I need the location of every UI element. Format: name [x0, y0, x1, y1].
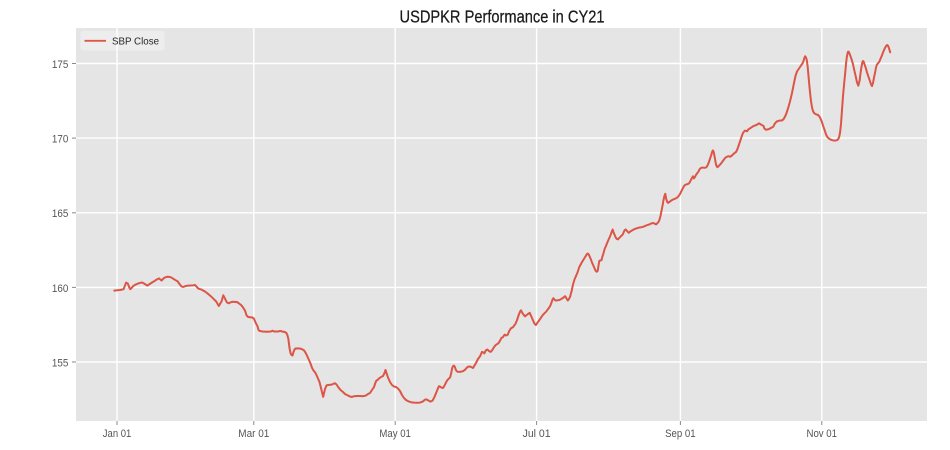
svg-text:Nov 01: Nov 01 — [807, 428, 838, 440]
svg-text:160: 160 — [52, 283, 68, 295]
svg-text:SBP Close: SBP Close — [112, 37, 159, 48]
svg-text:Jan 01: Jan 01 — [103, 428, 132, 440]
svg-text:155: 155 — [52, 357, 68, 369]
svg-text:USDPKR Performance in CY21: USDPKR Performance in CY21 — [400, 7, 605, 27]
svg-text:165: 165 — [52, 208, 68, 220]
svg-text:Jul 01: Jul 01 — [523, 428, 551, 440]
svg-text:175: 175 — [52, 59, 68, 71]
svg-text:Mar 01: Mar 01 — [238, 428, 269, 440]
svg-text:May 01: May 01 — [379, 428, 411, 440]
svg-text:Sep 01: Sep 01 — [665, 428, 696, 440]
svg-text:170: 170 — [52, 134, 68, 146]
